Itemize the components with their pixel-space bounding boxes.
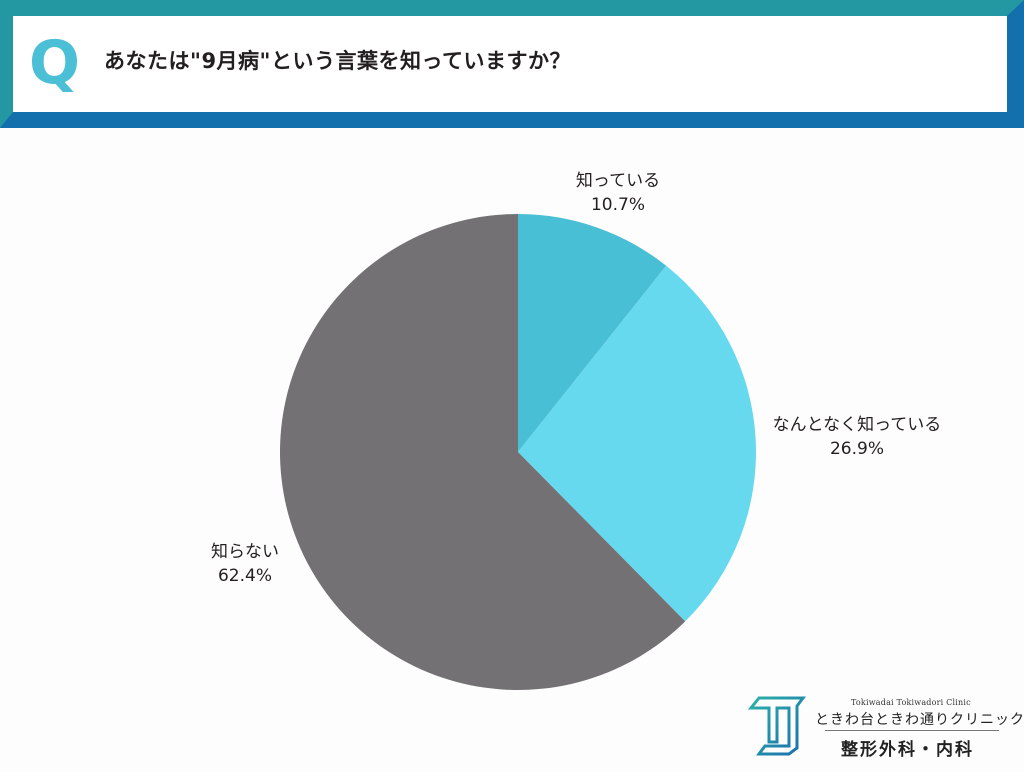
question-card: [13, 16, 1007, 112]
label-name: なんとなく知っている: [772, 415, 942, 435]
label-value: 26.9%: [829, 439, 884, 459]
label-name: 知っている: [575, 171, 661, 191]
logo-department: 整形外科・内科: [841, 740, 974, 760]
pie-svg: [280, 214, 756, 690]
slice-label-dont-know: 知らない 62.4%: [190, 540, 300, 588]
tc-logo-icon: [747, 696, 806, 756]
label-name: 知らない: [211, 542, 279, 562]
pie-slice: [280, 214, 686, 690]
clinic-logo: Tokiwadai Tokiwadori Clinic ときわ台ときわ通りクリニ…: [745, 692, 1024, 760]
pie-slice: [518, 214, 667, 452]
question-header: Q あなたは"9月病"という言葉を知っていますか？: [0, 0, 1024, 128]
slice-label-vaguely-know: なんとなく知っている 26.9%: [752, 413, 962, 461]
q-mark-icon: Q: [29, 28, 81, 98]
label-value: 62.4%: [217, 566, 272, 586]
label-value: 10.7%: [590, 195, 645, 215]
pie-slice: [518, 265, 756, 622]
logo-divider: [825, 730, 999, 731]
logo-japanese-name: ときわ台ときわ通りクリニック: [815, 712, 1024, 728]
slice-label-know: 知っている 10.7%: [548, 169, 688, 217]
question-title: あなたは"9月病"という言葉を知っていますか？: [104, 49, 571, 73]
pie-chart: [0, 128, 1024, 768]
logo-english-name: Tokiwadai Tokiwadori Clinic: [851, 698, 971, 707]
